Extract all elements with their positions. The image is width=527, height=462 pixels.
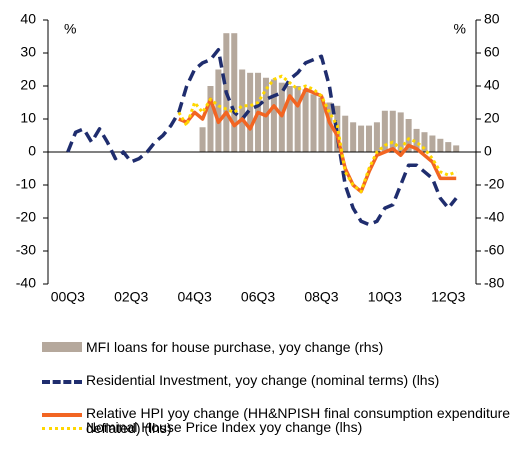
line — [66, 47, 458, 227]
legend-item: Relative HPI yoy change (HH&NPISH final … — [42, 406, 522, 436]
bar — [445, 142, 452, 152]
x-tick-label: 06Q3 — [241, 289, 275, 305]
bar — [365, 125, 373, 152]
bar — [342, 115, 349, 152]
y-tick-label: 30 — [20, 44, 36, 60]
bar — [302, 89, 309, 152]
bar — [373, 122, 380, 152]
legend-item: MFI loans for house purchase, yoy change… — [42, 340, 522, 355]
y-tick-label: -30 — [16, 242, 36, 258]
bar — [437, 138, 444, 152]
y-tick-label: -20 — [16, 209, 36, 225]
legend-item: Residential Investment, yoy change (nomi… — [42, 373, 522, 388]
y-tick-label: 40 — [20, 11, 36, 27]
y-tick-label: -10 — [16, 176, 36, 192]
bar — [247, 72, 254, 152]
bar — [405, 119, 412, 152]
legend-swatch — [42, 380, 82, 384]
y-tick-label: 0 — [28, 143, 36, 159]
y2-tick-label: -20 — [484, 176, 504, 192]
bar — [429, 135, 436, 152]
bar — [270, 79, 277, 152]
x-tick-label: 12Q3 — [431, 289, 465, 305]
x-tick-label: 04Q3 — [178, 289, 212, 305]
y2-tick-label: -80 — [484, 275, 504, 291]
legend-label: Residential Investment, yoy change (nomi… — [86, 372, 440, 388]
chart: % % -40 -30 -20 -10 0 10 20 30 40 -80 -60 -40 -20 0 20… — [16, 11, 505, 305]
x-tick-label: 10Q3 — [368, 289, 402, 305]
bar — [421, 132, 428, 152]
bar — [318, 97, 325, 152]
bar — [326, 102, 333, 152]
y2-tick-label: -60 — [484, 242, 504, 258]
bar — [231, 33, 238, 153]
y2-tick-label: 20 — [484, 110, 500, 126]
y2-tick-label: 60 — [484, 44, 500, 60]
line — [178, 87, 457, 194]
y-tick-label: 10 — [20, 110, 36, 126]
legend-label: Nominal House Price Index yoy change (lh… — [86, 419, 363, 435]
legend-swatch — [42, 342, 82, 352]
bar — [310, 94, 317, 152]
y-tick-label: -40 — [16, 275, 36, 291]
y-tick-label: 20 — [20, 77, 36, 93]
bar — [413, 128, 420, 152]
x-tick-label: 08Q3 — [304, 289, 338, 305]
bar — [453, 145, 460, 152]
line — [177, 74, 457, 194]
legend-label: MFI loans for house purchase, yoy change… — [86, 339, 384, 355]
x-tick-label: 02Q3 — [114, 289, 148, 305]
bar — [294, 86, 301, 152]
y2-tick-label: 40 — [484, 77, 500, 93]
bar — [358, 125, 365, 152]
y2-axis-label: % — [454, 21, 466, 37]
bar — [215, 69, 222, 152]
bar — [199, 127, 206, 152]
bar — [207, 86, 214, 152]
legend-swatch — [42, 427, 82, 430]
x-tick-label: 00Q3 — [51, 289, 85, 305]
bar — [350, 122, 357, 152]
y2-tick-label: -40 — [484, 209, 504, 225]
y2-tick-label: 0 — [484, 143, 492, 159]
legend-swatch — [42, 413, 82, 417]
bar — [286, 86, 293, 152]
bar — [389, 110, 396, 152]
legend-label: Relative HPI yoy change (HH&NPISH final … — [86, 405, 511, 436]
bar — [397, 112, 404, 152]
bar — [381, 110, 388, 152]
y2-tick-label: 80 — [484, 11, 500, 27]
y-axis-label: % — [64, 21, 76, 37]
legend-item: Nominal House Price Index yoy change (lh… — [42, 420, 522, 435]
bar — [239, 69, 246, 152]
